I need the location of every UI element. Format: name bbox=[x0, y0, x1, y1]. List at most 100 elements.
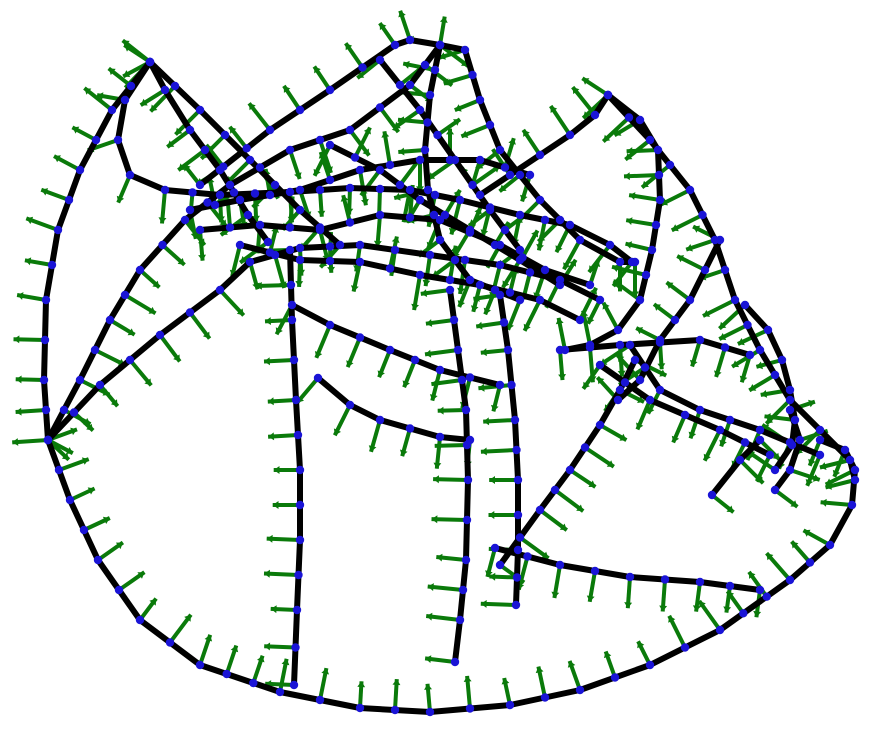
normal-vector-arrowhead bbox=[567, 660, 576, 668]
normal-vector-arrowhead bbox=[832, 469, 841, 477]
normal-vector-arrowhead bbox=[273, 466, 280, 474]
sample-point bbox=[445, 275, 455, 285]
normal-vector-arrowhead bbox=[204, 634, 213, 642]
sample-point bbox=[500, 225, 510, 235]
sample-point bbox=[390, 245, 400, 255]
normal-vector-arrowhead bbox=[723, 606, 732, 613]
normal-vector-arrowhead bbox=[402, 380, 410, 388]
sample-point bbox=[795, 435, 805, 445]
normal-vector-arrowhead bbox=[368, 445, 377, 452]
normal-vector-arrowhead bbox=[693, 225, 701, 233]
normal-vector-arrowhead bbox=[629, 192, 636, 200]
normal-vector-arrowhead bbox=[108, 68, 116, 76]
sample-point bbox=[495, 380, 505, 390]
normal-vector-arrowhead bbox=[766, 553, 774, 561]
normal-vector-arrowhead bbox=[144, 378, 152, 386]
sample-point bbox=[585, 280, 595, 290]
sample-point bbox=[651, 220, 661, 230]
sample-point bbox=[43, 435, 53, 445]
sample-point bbox=[763, 325, 773, 335]
sample-point bbox=[293, 430, 303, 440]
sample-point bbox=[500, 163, 510, 172]
sample-point bbox=[645, 660, 655, 670]
sample-point bbox=[680, 410, 690, 420]
sample-point bbox=[350, 153, 360, 162]
normal-vector-arrowhead bbox=[559, 523, 567, 531]
normal-vector-arrowhead bbox=[454, 104, 462, 112]
sample-point bbox=[390, 705, 400, 715]
normal-vector-arrowhead bbox=[398, 147, 405, 156]
sample-point bbox=[575, 235, 585, 245]
normal-vector-arrowhead bbox=[614, 129, 622, 136]
normal-vector-arrowhead bbox=[41, 188, 49, 196]
normal-vector-arrowhead bbox=[636, 422, 644, 430]
sample-point bbox=[510, 415, 520, 425]
sample-point bbox=[415, 195, 425, 205]
normal-vector-arrowhead bbox=[184, 614, 191, 622]
normal-vector-arrowhead bbox=[272, 501, 279, 509]
sample-point bbox=[720, 265, 730, 275]
sample-point bbox=[215, 285, 225, 295]
normal-vector-arrowhead bbox=[791, 541, 799, 549]
sample-point bbox=[420, 60, 430, 70]
sample-point bbox=[185, 125, 195, 135]
normal-vector-arrowhead bbox=[15, 407, 22, 416]
sample-point bbox=[295, 465, 305, 475]
normal-vector-arrowhead bbox=[391, 236, 400, 243]
normal-vector-arrowhead bbox=[86, 423, 94, 431]
sample-point bbox=[285, 187, 295, 197]
sample-point bbox=[435, 432, 445, 442]
sample-point bbox=[805, 558, 815, 567]
sample-point bbox=[785, 438, 795, 447]
sample-point bbox=[655, 335, 665, 345]
sample-point bbox=[235, 240, 245, 250]
normal-vector-arrowhead bbox=[523, 323, 531, 331]
sample-point bbox=[525, 268, 535, 277]
sample-point bbox=[450, 657, 460, 667]
normal-vector-arrowhead bbox=[345, 43, 353, 51]
normal-vector-shaft bbox=[611, 264, 647, 277]
normal-vector-arrowhead bbox=[803, 529, 811, 537]
sample-point bbox=[615, 385, 625, 395]
normal-vector-arrowhead bbox=[726, 505, 734, 513]
normal-vector-shaft bbox=[427, 584, 464, 592]
normal-vector-arrowhead bbox=[637, 395, 644, 403]
sample-point bbox=[433, 130, 442, 140]
sample-point bbox=[725, 581, 735, 591]
sample-point bbox=[785, 465, 795, 475]
normal-vector-arrowhead bbox=[84, 88, 92, 95]
normal-vector-arrowhead bbox=[190, 232, 199, 239]
sample-point bbox=[653, 145, 663, 155]
sample-point bbox=[654, 170, 664, 180]
normal-vector-arrowhead bbox=[812, 474, 820, 482]
normal-vector-arrowhead bbox=[102, 516, 110, 524]
normal-vector-arrowhead bbox=[321, 668, 330, 675]
sample-point bbox=[495, 145, 505, 155]
sample-point bbox=[505, 700, 515, 710]
sample-point bbox=[170, 81, 180, 91]
sample-point bbox=[265, 190, 275, 200]
sample-point bbox=[91, 135, 101, 145]
sample-point bbox=[249, 678, 258, 688]
normal-vector-arrowhead bbox=[257, 655, 265, 663]
normal-vector-arrowhead bbox=[426, 612, 433, 621]
normal-vector-arrowhead bbox=[152, 280, 160, 288]
sample-point bbox=[375, 210, 385, 220]
sample-point bbox=[585, 343, 595, 352]
normal-vector-arrowhead bbox=[140, 98, 148, 106]
normal-vector-arrowhead bbox=[666, 282, 674, 289]
normal-vector-arrowhead bbox=[603, 651, 612, 659]
sample-point bbox=[685, 295, 695, 305]
sample-point bbox=[695, 335, 705, 345]
sample-point bbox=[355, 240, 365, 250]
sample-point bbox=[590, 110, 600, 120]
sample-point bbox=[613, 325, 623, 335]
sample-point bbox=[743, 320, 752, 330]
sample-point bbox=[203, 198, 212, 207]
normal-vector-arrowhead bbox=[346, 360, 354, 368]
sample-point bbox=[665, 160, 675, 170]
sample-point bbox=[540, 265, 550, 275]
sample-point bbox=[41, 405, 51, 415]
sample-point bbox=[515, 295, 525, 305]
sample-point bbox=[423, 118, 432, 127]
